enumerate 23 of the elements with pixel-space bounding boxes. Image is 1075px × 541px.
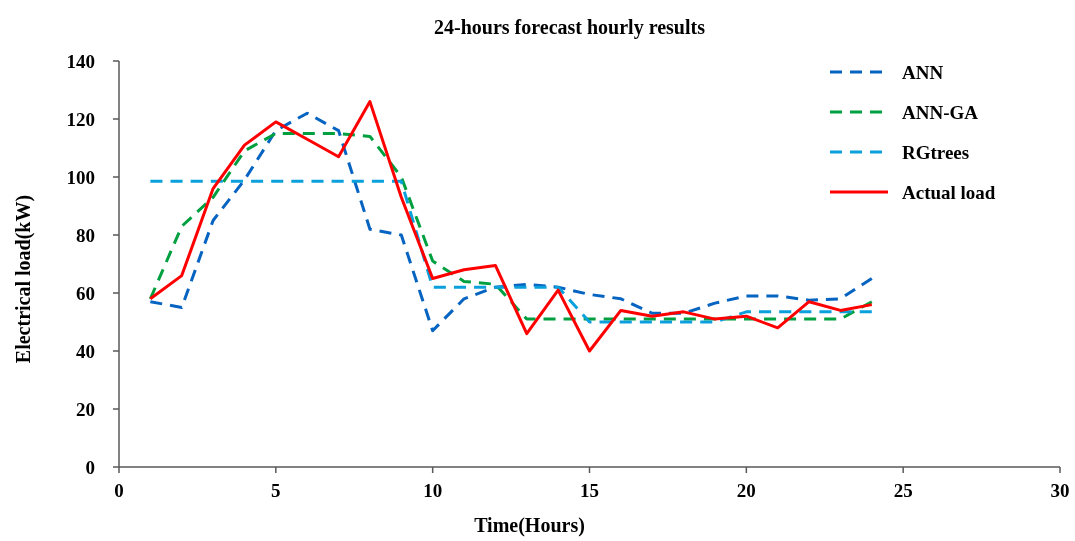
x-tick-label: 10 [423, 480, 443, 501]
y-tick-label: 80 [76, 224, 95, 246]
y-tick-label: 20 [76, 398, 95, 420]
x-tick-label: 15 [580, 480, 599, 501]
x-tick-label: 5 [271, 480, 281, 501]
y-tick-label: 0 [85, 456, 95, 478]
x-tick-label: 0 [114, 480, 124, 501]
legend-label: Actual load [902, 181, 996, 203]
chart-title: 24-hours forecast hourly results [434, 16, 706, 39]
x-axis-title: Time(Hours) [474, 514, 585, 537]
y-tick-label: 140 [66, 50, 95, 72]
legend-label: ANN [902, 61, 944, 83]
x-tick-label: 30 [1050, 480, 1070, 501]
y-tick-label: 60 [76, 282, 95, 304]
y-tick-label: 100 [66, 166, 95, 188]
legend-label: ANN-GA [902, 101, 979, 123]
x-tick-label: 20 [736, 480, 756, 501]
y-tick-label: 40 [76, 340, 95, 362]
line-series [148, 179, 874, 324]
y-axis-title: Electrical load(kW) [12, 194, 35, 364]
legend-label: RGtrees [902, 141, 970, 163]
x-tick-label: 25 [893, 480, 913, 501]
y-tick-label: 120 [66, 108, 95, 130]
